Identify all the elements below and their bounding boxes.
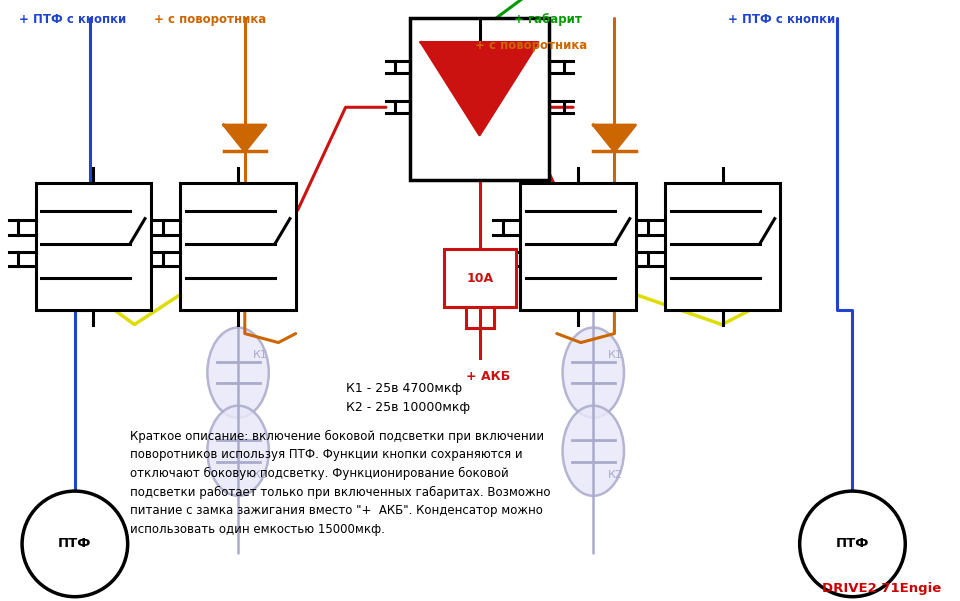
Polygon shape [421, 42, 538, 135]
Text: К1: К1 [608, 350, 622, 359]
Text: ПТФ: ПТФ [836, 537, 869, 551]
Text: К1 - 25в 4700мкф
К2 - 25в 10000мкф: К1 - 25в 4700мкф К2 - 25в 10000мкф [346, 382, 469, 413]
Circle shape [800, 491, 905, 597]
Text: Краткое описание: включение боковой подсветки при включении
поворотников использ: Краткое описание: включение боковой подс… [130, 430, 550, 535]
Ellipse shape [563, 328, 624, 418]
Circle shape [22, 491, 128, 597]
Text: К2: К2 [608, 470, 623, 480]
Bar [444, 249, 516, 307]
Ellipse shape [207, 328, 269, 418]
Bar [665, 183, 780, 310]
Ellipse shape [207, 406, 269, 496]
Text: + ПТФ с кнопки: + ПТФ с кнопки [728, 13, 835, 26]
Polygon shape [593, 125, 636, 151]
Text: + АКБ: + АКБ [466, 370, 510, 383]
Text: К2: К2 [252, 470, 268, 480]
Text: 10А: 10А [467, 272, 493, 285]
Bar [180, 183, 296, 310]
Text: + габарит: + габарит [514, 13, 582, 26]
Text: DRIVE2 71Engie: DRIVE2 71Engie [822, 582, 941, 595]
Text: ПТФ: ПТФ [59, 537, 91, 551]
Text: + ПТФ с кнопки: + ПТФ с кнопки [19, 13, 127, 26]
Bar [36, 183, 151, 310]
Polygon shape [224, 125, 266, 151]
Bar [520, 183, 636, 310]
Text: + с поворотника: + с поворотника [154, 13, 266, 26]
Ellipse shape [563, 406, 624, 496]
Text: + с поворотника: + с поворотника [475, 39, 588, 52]
Bar [410, 18, 549, 180]
Text: К1: К1 [252, 350, 267, 359]
